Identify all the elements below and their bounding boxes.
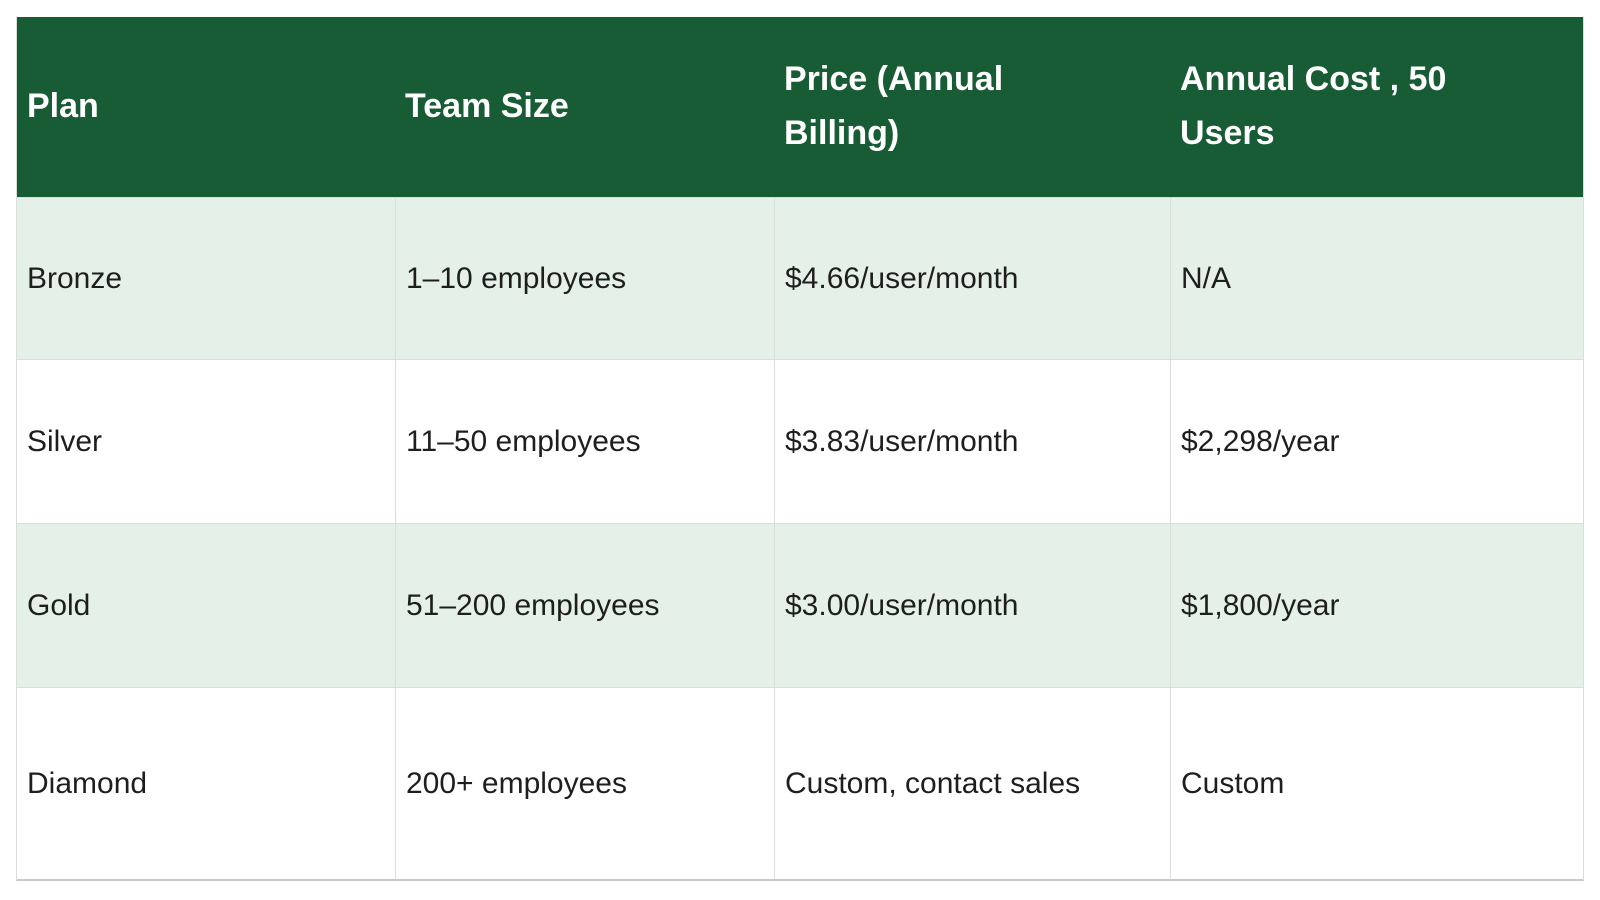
pricing-table: Plan Team Size Price (Annual Billing) An… <box>16 17 1584 881</box>
annual-cost-cell: N/A <box>1170 197 1584 359</box>
price-cell: $3.83/user/month <box>774 359 1170 523</box>
annual-cost-cell: Custom <box>1170 687 1584 879</box>
team-size-cell: 11–50 employees <box>395 359 774 523</box>
table-header-row: Plan Team Size Price (Annual Billing) An… <box>17 17 1583 197</box>
price-cell: $4.66/user/month <box>774 197 1170 359</box>
plan-cell: Gold <box>17 523 395 687</box>
team-size-cell: 200+ employees <box>395 687 774 879</box>
annual-cost-cell: $2,298/year <box>1170 359 1584 523</box>
plan-cell: Silver <box>17 359 395 523</box>
table-row-silver: Silver 11–50 employees $3.83/user/month … <box>17 359 1584 523</box>
table-row-bronze: Bronze 1–10 employees $4.66/user/month N… <box>17 197 1584 359</box>
price-cell: $3.00/user/month <box>774 523 1170 687</box>
plan-cell: Bronze <box>17 197 395 359</box>
column-header-plan: Plan <box>27 87 99 126</box>
annual-cost-cell: $1,800/year <box>1170 523 1584 687</box>
column-header-price: Price (Annual Billing) <box>784 60 1004 152</box>
column-header-team-size: Team Size <box>405 87 569 126</box>
team-size-cell: 1–10 employees <box>395 197 774 359</box>
price-cell: Custom, contact sales <box>774 687 1170 879</box>
table-row-gold: Gold 51–200 employees $3.00/user/month $… <box>17 523 1584 687</box>
table-row-diamond: Diamond 200+ employees Custom, contact s… <box>17 687 1584 879</box>
plan-cell: Diamond <box>17 687 395 879</box>
team-size-cell: 51–200 employees <box>395 523 774 687</box>
column-header-annual-cost: Annual Cost , 50 Users <box>1180 60 1447 152</box>
